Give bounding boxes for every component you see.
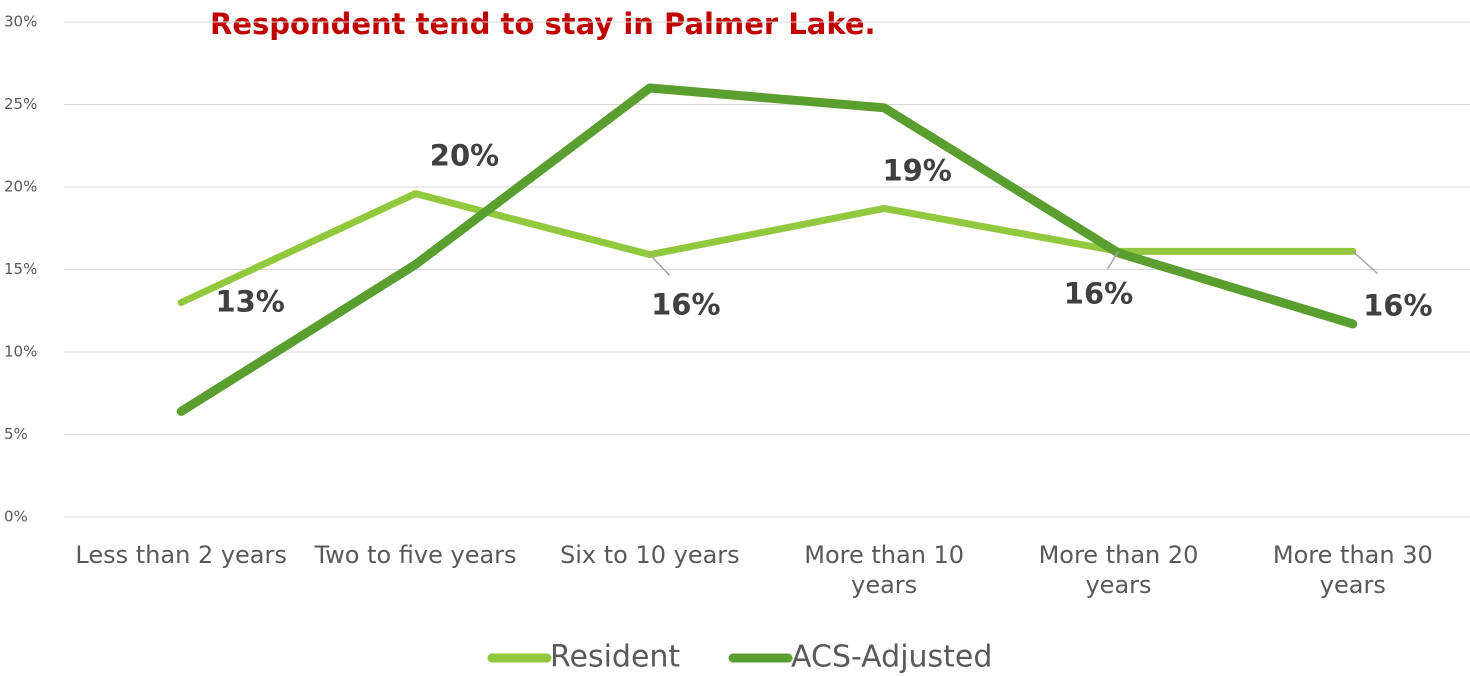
legend-label: ACS-Adjusted — [791, 640, 992, 675]
data-label: 13% — [215, 285, 284, 319]
data-label: 16% — [651, 288, 720, 322]
leader-line — [649, 254, 671, 276]
x-tick-label: Less than 2 years — [75, 541, 287, 569]
leader-line — [1106, 250, 1120, 270]
x-tick-label: Six to 10 years — [559, 541, 740, 569]
y-tick-label: 0% — [4, 508, 28, 526]
series-line — [176, 83, 1358, 416]
data-label: 19% — [882, 153, 951, 187]
legend-label: Resident — [550, 640, 680, 675]
x-tick-label: Two to five years — [314, 541, 517, 569]
y-tick-label: 25% — [4, 95, 37, 113]
y-tick-label: 10% — [4, 343, 37, 361]
data-label: 16% — [1363, 288, 1432, 322]
x-tick-label: More than 20 years — [1038, 541, 1199, 599]
x-tick-label: More than 10 years — [804, 541, 965, 599]
y-tick-label: 20% — [4, 178, 37, 196]
y-tick-label: 30% — [4, 13, 37, 31]
x-tick-label: More than 30 years — [1272, 541, 1433, 599]
series-line — [177, 190, 1357, 306]
data-label: 16% — [1064, 276, 1133, 310]
chart-title: Respondent tend to stay in Palmer Lake. — [210, 7, 876, 41]
y-tick-label: 5% — [4, 425, 28, 443]
data-label: 20% — [430, 139, 499, 173]
leader-line — [1352, 250, 1379, 275]
y-tick-label: 15% — [4, 260, 37, 278]
